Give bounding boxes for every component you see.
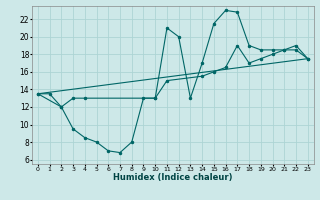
X-axis label: Humidex (Indice chaleur): Humidex (Indice chaleur): [113, 173, 233, 182]
